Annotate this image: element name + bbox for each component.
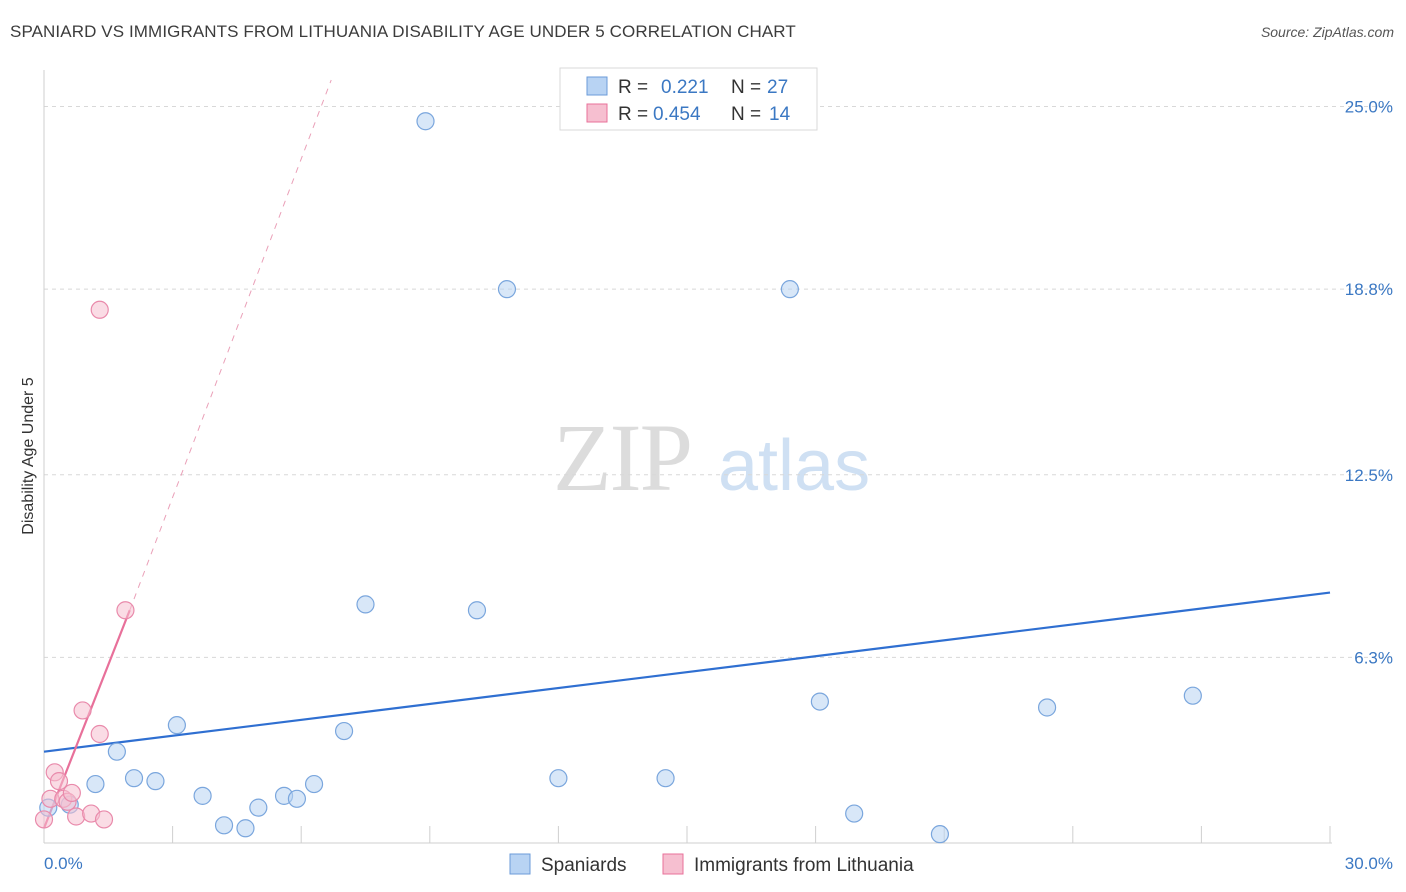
legend-n-value: 14: [769, 104, 791, 125]
point-spaniards: [497, 280, 517, 299]
legend-swatch-lithuania: [586, 103, 608, 123]
stats-legend: R = 0.221 N = 27 R = 0.454 N = 14: [559, 67, 818, 131]
legend-swatch-lithuania: [662, 853, 684, 875]
point-spaniards: [356, 595, 375, 614]
point-lithuania: [116, 601, 135, 620]
watermark-zip: ZIP: [553, 404, 691, 511]
watermark-atlas: atlas: [718, 426, 870, 506]
trend-line-lithuania-extension: [129, 79, 332, 611]
gridlines: [44, 106, 1392, 658]
legend-r-label: R =: [618, 104, 648, 125]
y-tick-labels: 6.3% 12.5% 18.8% 25.0%: [1345, 98, 1393, 668]
legend-n-value: 27: [767, 77, 788, 98]
point-spaniards: [236, 819, 255, 838]
point-spaniards: [107, 742, 126, 761]
point-spaniards: [845, 804, 864, 823]
point-spaniards: [780, 280, 799, 299]
point-spaniards: [930, 825, 950, 844]
point-lithuania: [90, 300, 109, 319]
point-spaniards: [146, 772, 165, 791]
point-spaniards: [86, 774, 105, 794]
point-spaniards: [656, 769, 675, 788]
legend-swatch-spaniards: [509, 853, 531, 875]
point-spaniards: [193, 786, 212, 805]
legend-n-label: N =: [731, 104, 761, 125]
y-tick-label: 12.5%: [1345, 466, 1393, 485]
point-lithuania: [49, 772, 69, 791]
point-lithuania: [73, 701, 92, 720]
data-points: [34, 112, 1202, 844]
y-tick-label: 6.3%: [1354, 648, 1393, 667]
point-spaniards: [1183, 686, 1202, 705]
y-tick-label: 18.8%: [1345, 280, 1393, 299]
legend-r-label: R =: [618, 77, 648, 98]
point-lithuania: [34, 810, 54, 829]
y-tick-label: 25.0%: [1345, 98, 1393, 117]
x-tick-label-min: 0.0%: [44, 854, 83, 873]
point-spaniards: [416, 112, 435, 131]
point-lithuania: [62, 783, 81, 803]
point-spaniards: [167, 716, 186, 735]
point-spaniards: [1037, 698, 1057, 717]
legend-label-lithuania: Immigrants from Lithuania: [694, 855, 914, 876]
y-axis-title: Disability Age Under 5: [20, 377, 37, 535]
point-spaniards: [124, 769, 144, 788]
point-spaniards: [467, 601, 487, 620]
trend-line-spaniards: [43, 591, 1331, 753]
point-spaniards: [249, 798, 268, 817]
point-spaniards: [304, 774, 324, 794]
point-lithuania: [67, 807, 86, 826]
legend-label-spaniards: Spaniards: [541, 855, 627, 876]
point-spaniards: [810, 692, 829, 711]
legend-r-value: 0.221: [661, 77, 709, 98]
source-credit: Source: ZipAtlas.com: [1260, 24, 1394, 40]
series-legend: Spaniards Immigrants from Lithuania: [509, 853, 914, 876]
legend-r-value: 0.454: [653, 104, 701, 125]
point-lithuania: [94, 810, 114, 829]
x-tick-label-max: 30.0%: [1345, 854, 1393, 873]
point-lithuania: [90, 724, 109, 744]
chart-title: SPANIARD VS IMMIGRANTS FROM LITHUANIA DI…: [10, 22, 796, 41]
watermark: ZIP atlas: [553, 404, 870, 511]
legend-swatch-spaniards: [586, 76, 608, 96]
point-spaniards: [334, 721, 354, 741]
x-axis-ticks: [172, 826, 1331, 843]
legend-n-label: N =: [731, 77, 761, 98]
point-spaniards: [549, 769, 568, 788]
point-spaniards: [214, 816, 234, 835]
point-spaniards: [287, 789, 307, 808]
